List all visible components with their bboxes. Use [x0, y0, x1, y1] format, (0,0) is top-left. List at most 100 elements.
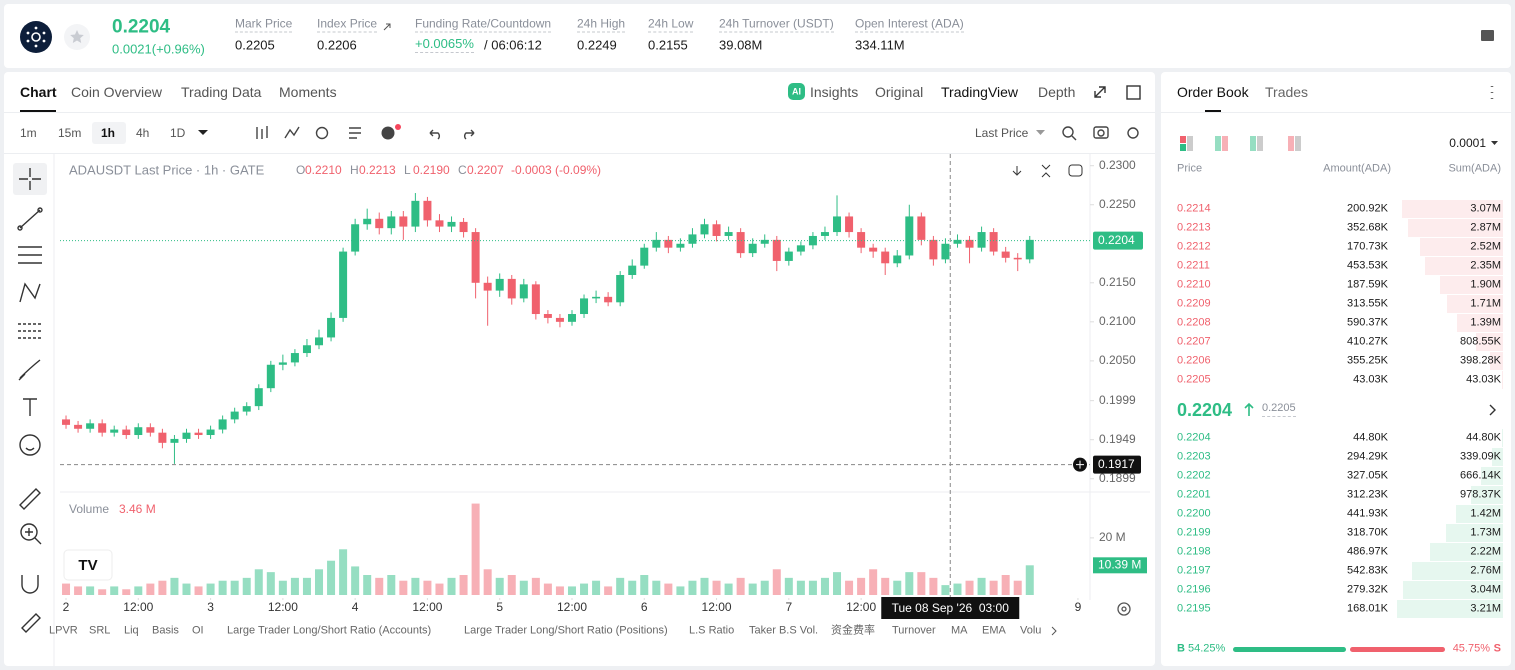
dropdown-icon[interactable]: [198, 130, 208, 135]
volume-bar: [194, 586, 203, 595]
indicator[interactable]: MA: [951, 624, 968, 637]
volume-bar: [519, 580, 528, 595]
indicator[interactable]: Taker B.S Vol.: [749, 624, 819, 637]
volume-bar: [700, 577, 709, 595]
volume-bar: [290, 577, 299, 595]
window-icon[interactable]: [1126, 85, 1141, 100]
candle-body: [170, 438, 179, 443]
candle-body: [580, 298, 589, 315]
candle-body: [567, 314, 576, 322]
indicator[interactable]: Large Trader Long/Short Ratio (Accounts): [227, 624, 432, 637]
ob-price: 0.2202: [1177, 469, 1211, 482]
volume-bar: [206, 583, 215, 595]
settings-icon[interactable]: [1117, 602, 1131, 616]
candle-body: [628, 265, 637, 275]
dropdown-icon[interactable]: [1491, 141, 1498, 145]
expand-icon[interactable]: [1094, 86, 1106, 98]
mark-price: 0.2205: [1262, 403, 1296, 417]
dropdown-icon[interactable]: [1036, 130, 1045, 135]
price-source[interactable]: Last Price: [975, 126, 1029, 140]
volume-bar: [760, 580, 769, 595]
candle-body: [652, 239, 661, 248]
ob-sum: 398.28K: [1460, 354, 1501, 367]
indicator[interactable]: Turnover: [892, 624, 936, 637]
volume-bar: [881, 577, 890, 595]
crosshair-price-tag: [1093, 455, 1141, 474]
chevron[interactable]: [1489, 404, 1496, 416]
volume-bar: [411, 577, 420, 595]
sell-ratio: 45.75%: [1452, 642, 1490, 655]
menu-icon[interactable]: [1481, 30, 1494, 41]
ob-sum: 808.55K: [1460, 335, 1501, 348]
volume-bar: [1001, 575, 1010, 595]
ob-price: 0.2204: [1177, 431, 1211, 444]
view-tab[interactable]: TradingView: [941, 84, 1019, 100]
indicator[interactable]: Liq: [124, 624, 139, 637]
interval[interactable]: 1D: [170, 126, 186, 140]
pane-icon[interactable]: [1068, 164, 1083, 177]
ohlc-value: 0.2210: [305, 163, 342, 177]
chart-tab[interactable]: Coin Overview: [71, 84, 163, 100]
view-tab[interactable]: Insights: [810, 84, 859, 100]
depth-bar: [1445, 524, 1503, 542]
volume-bar: [327, 560, 336, 595]
volume-bar: [688, 580, 697, 595]
toolbar-icons[interactable]: [256, 126, 1139, 141]
drawing-tools[interactable]: [13, 163, 47, 633]
volume-bar: [447, 577, 456, 595]
scroll-right[interactable]: [1051, 626, 1057, 636]
interval[interactable]: 1h: [101, 126, 116, 140]
indicator[interactable]: Basis: [152, 624, 179, 637]
volume-bar: [315, 569, 324, 595]
mid-price: 0.2204: [1177, 400, 1233, 420]
chart-tab[interactable]: Moments: [279, 84, 337, 100]
indicator[interactable]: OI: [192, 624, 204, 637]
ob-price: 0.2208: [1177, 316, 1211, 329]
y-tick-label: 0.2050: [1099, 353, 1136, 367]
volume-bar: [242, 577, 251, 595]
ob-price: 0.2195: [1177, 602, 1211, 615]
candle-body: [712, 224, 721, 236]
chart-tab[interactable]: Trading Data: [181, 84, 262, 100]
candle-body: [146, 427, 155, 433]
ob-tab[interactable]: Trades: [1265, 84, 1309, 100]
volume-bar: [146, 583, 155, 595]
volume-bar: [86, 586, 95, 595]
view-tab[interactable]: Depth: [1038, 84, 1076, 100]
legend-change: -0.0003 (-0.09%): [511, 163, 602, 177]
candle-body: [315, 337, 324, 346]
indicator[interactable]: LPVR: [49, 624, 78, 637]
depth-bar: [1440, 276, 1503, 294]
favorite-star[interactable]: [64, 24, 90, 50]
volume-tick-label: 20 M: [1099, 530, 1126, 544]
external-link-icon[interactable]: [383, 23, 391, 31]
pane-icon[interactable]: [1041, 164, 1051, 178]
indicator[interactable]: Volu: [1020, 624, 1042, 637]
precision[interactable]: 0.0001: [1449, 136, 1486, 150]
indicator[interactable]: 资金费率: [831, 624, 875, 637]
candle-body: [664, 239, 673, 248]
volume-bar: [555, 586, 564, 595]
depth-filter-icons[interactable]: [1180, 136, 1301, 151]
candle-body: [688, 234, 697, 244]
last-price-label: 0.2204: [1098, 233, 1135, 247]
ob-price: 0.2213: [1177, 221, 1211, 234]
pane-icon[interactable]: [1012, 166, 1022, 176]
indicator-icon[interactable]: [381, 126, 395, 140]
interval[interactable]: 4h: [136, 126, 150, 140]
interval[interactable]: 15m: [58, 126, 82, 140]
view-tab[interactable]: Original: [875, 84, 924, 100]
indicator[interactable]: EMA: [982, 624, 1006, 637]
indicator[interactable]: L.S Ratio: [689, 624, 735, 637]
chart-tab[interactable]: Chart: [20, 84, 57, 100]
volume-bar: [399, 580, 408, 595]
ob-tab[interactable]: Order Book: [1177, 84, 1249, 100]
ob-sum: 1.90M: [1470, 278, 1501, 291]
interval[interactable]: 1m: [20, 126, 37, 140]
indicator[interactable]: SRL: [89, 624, 111, 637]
ohlc-label: O: [296, 163, 306, 177]
volume-bar: [543, 583, 552, 595]
ob-sum: 2.22M: [1470, 545, 1501, 558]
volume-bar: [640, 575, 649, 595]
indicator[interactable]: Large Trader Long/Short Ratio (Positions…: [464, 624, 668, 637]
